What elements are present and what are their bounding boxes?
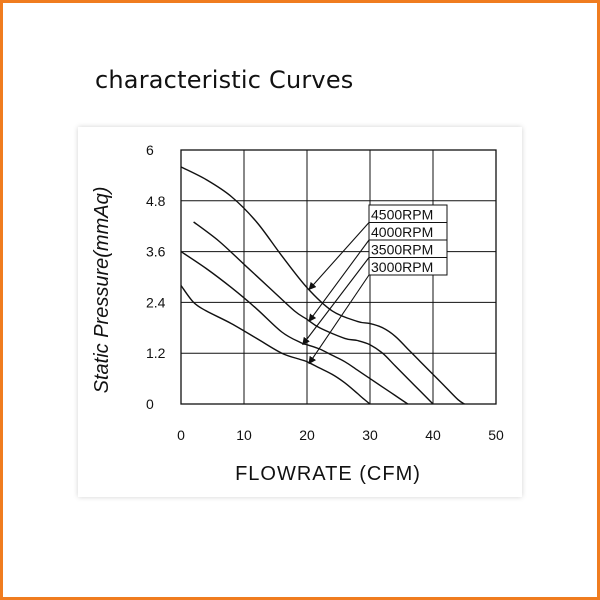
x-tick-label: 20 — [299, 427, 315, 443]
y-tick-label: 2.4 — [146, 294, 166, 310]
annotation-arrow — [308, 239, 370, 322]
page-title: characteristic Curves — [95, 66, 354, 94]
x-tick-label: 0 — [177, 427, 185, 443]
series-line-4500rpm — [180, 166, 465, 405]
y-tick-label: 3.6 — [146, 244, 166, 260]
series-line-3500rpm — [180, 251, 409, 405]
y-tick-label: 0 — [146, 396, 154, 412]
annotation-label: 3000RPM — [371, 259, 433, 275]
annotation-box — [368, 257, 448, 276]
plot-border — [180, 149, 497, 405]
y-axis-label: Static Pressure(mmAq) — [91, 187, 113, 394]
x-tick-label: 40 — [425, 427, 441, 443]
annotation-label: 3500RPM — [371, 242, 433, 258]
tick-labels: 0 10 20 30 40 50 0 1.2 2.4 3.6 4.8 6 — [146, 142, 504, 443]
annotation-arrow — [308, 274, 370, 365]
x-axis-label: FLOWRATE (CFM) — [235, 463, 421, 485]
y-tick-label: 1.2 — [146, 345, 166, 361]
y-tick-label: 6 — [146, 142, 154, 158]
x-tick-label: 10 — [236, 427, 252, 443]
annotation-label: 4000RPM — [371, 224, 433, 240]
x-tick-label: 30 — [362, 427, 378, 443]
annotation-arrow — [302, 257, 370, 346]
annotation-arrow — [308, 222, 370, 291]
annotation-label: 4500RPM — [371, 207, 433, 223]
y-tick-label: 4.8 — [146, 193, 166, 209]
series-line-3000rpm — [180, 285, 371, 405]
series-line-4000rpm — [193, 221, 434, 405]
x-tick-label: 50 — [488, 427, 504, 443]
grid — [180, 149, 497, 405]
series-curves — [180, 166, 465, 405]
chart-card — [78, 127, 522, 497]
